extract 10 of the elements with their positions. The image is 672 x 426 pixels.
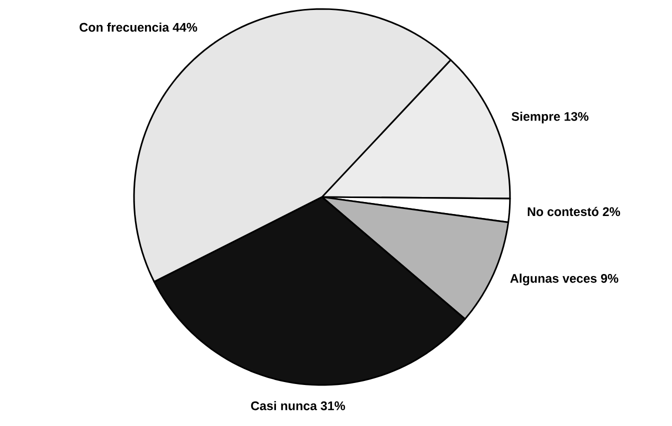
slice-label: Casi nunca [251,401,318,410]
slice-label: Con frecuencia [80,22,170,32]
data-label: 2% [602,207,620,216]
slice-label: Siempre [512,112,560,124]
slice-label: Algunas veces [510,274,597,286]
slice-label: No contestó [528,206,598,216]
data-label: 9% [601,274,618,283]
data-label: 13% [564,112,588,121]
data-label: 31% [320,401,346,410]
data-label: 44% [172,22,198,32]
